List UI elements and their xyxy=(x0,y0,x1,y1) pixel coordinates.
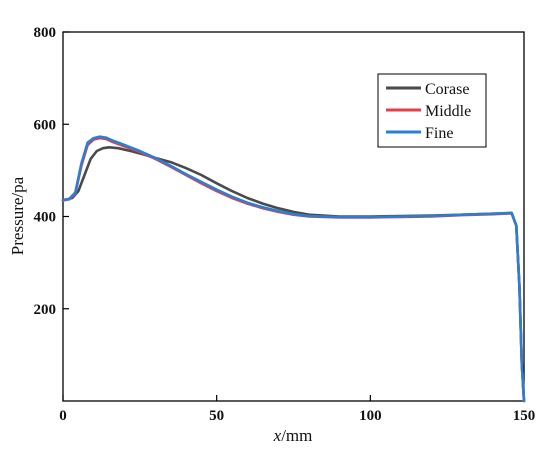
x-axis-label-unit: /mm xyxy=(281,426,312,445)
y-tick-label: 800 xyxy=(34,25,57,41)
series-line-middle xyxy=(61,136,526,403)
y-tick-label: 600 xyxy=(34,117,57,133)
series-lines xyxy=(61,135,526,403)
legend-label-fine: Fine xyxy=(425,125,453,142)
legend-label-corase: Corase xyxy=(425,81,469,98)
legend: Corase Middle Fine xyxy=(377,73,487,148)
x-axis-label: x/mm xyxy=(273,426,313,445)
x-tick-label: 150 xyxy=(513,408,536,424)
x-tick-label: 0 xyxy=(59,408,67,424)
x-tick-label: 100 xyxy=(359,408,382,424)
y-tick-label: 400 xyxy=(34,210,57,226)
legend-label-middle: Middle xyxy=(425,103,471,120)
axis-ticks: 0 50 100 150 200 400 600 800 xyxy=(34,25,536,424)
series-line-corase xyxy=(61,146,526,403)
y-axis-label: Pressure/pa xyxy=(8,176,27,255)
x-tick-label: 50 xyxy=(209,408,224,424)
x-axis-label-symbol: x xyxy=(273,426,282,445)
series-line-fine xyxy=(61,135,526,403)
y-tick-label: 200 xyxy=(34,302,57,318)
